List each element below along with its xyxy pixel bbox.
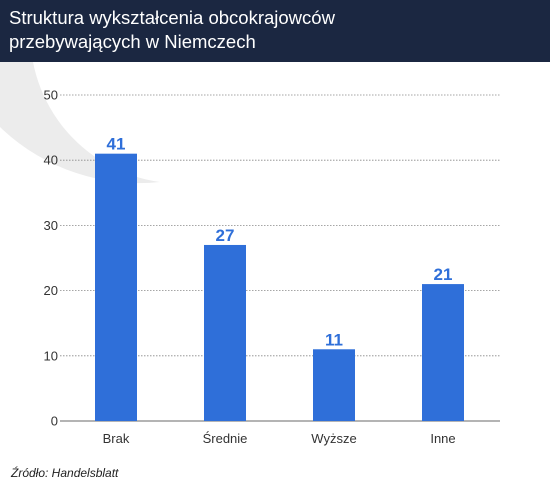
bars [95,153,464,421]
y-tick-label: 20 [44,283,58,298]
x-tick-label: Wyższe [311,431,356,446]
chart-title-line-2: przebywających w Niemczech [9,31,256,52]
y-tick-label: 40 [44,153,58,168]
y-tick-label: 0 [51,414,58,429]
bar-2 [313,349,355,421]
y-axis-ticks: 0 10 20 30 40 50 [44,88,58,429]
data-label: 27 [216,226,235,245]
logo-watermark [0,62,160,184]
x-axis-ticks: Brak Średnie Wyższe Inne [103,431,456,446]
data-label: 41 [107,135,126,154]
data-labels: 41 27 11 21 [107,135,453,350]
bar-3 [422,284,464,421]
bar-1 [204,244,246,421]
x-tick-label: Brak [103,431,130,446]
y-tick-label: 30 [44,218,58,233]
chart-title-line-1: Struktura wykształcenia obcokrajowców [9,7,335,28]
source-note: Źródło: Handelsblatt [11,466,119,480]
bar-0 [95,153,137,421]
bar-chart: 41 27 11 21 Brak Średnie Wyższe Inne 0 10 20 30 40… [44,88,500,446]
y-tick-label: 50 [44,88,58,103]
y-tick-label: 10 [44,348,58,363]
data-label: 21 [434,265,453,284]
chart-title: Struktura wykształcenia obcokrajowców pr… [9,6,335,54]
data-label: 11 [325,330,343,349]
x-tick-label: Średnie [203,431,248,446]
x-tick-label: Inne [430,431,455,446]
chart-header: Struktura wykształcenia obcokrajowców pr… [0,0,550,62]
